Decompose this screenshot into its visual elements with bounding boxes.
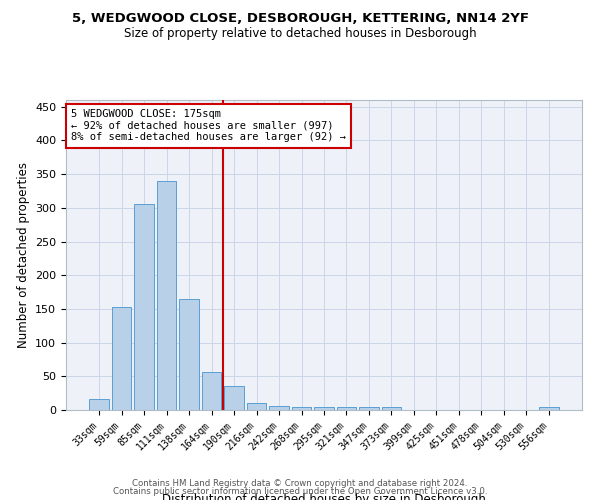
X-axis label: Distribution of detached houses by size in Desborough: Distribution of detached houses by size … bbox=[162, 494, 486, 500]
Bar bbox=[134, 204, 154, 410]
Bar bbox=[269, 406, 289, 410]
Bar bbox=[539, 408, 559, 410]
Bar bbox=[157, 181, 176, 410]
Bar bbox=[314, 408, 334, 410]
Bar bbox=[224, 386, 244, 410]
Text: 5 WEDGWOOD CLOSE: 175sqm
← 92% of detached houses are smaller (997)
8% of semi-d: 5 WEDGWOOD CLOSE: 175sqm ← 92% of detach… bbox=[71, 110, 346, 142]
Bar bbox=[202, 372, 221, 410]
Text: Size of property relative to detached houses in Desborough: Size of property relative to detached ho… bbox=[124, 28, 476, 40]
Text: 5, WEDGWOOD CLOSE, DESBOROUGH, KETTERING, NN14 2YF: 5, WEDGWOOD CLOSE, DESBOROUGH, KETTERING… bbox=[71, 12, 529, 26]
Text: Contains public sector information licensed under the Open Government Licence v3: Contains public sector information licen… bbox=[113, 487, 487, 496]
Bar bbox=[359, 408, 379, 410]
Bar bbox=[337, 406, 356, 410]
Bar bbox=[292, 408, 311, 410]
Bar bbox=[382, 408, 401, 410]
Y-axis label: Number of detached properties: Number of detached properties bbox=[17, 162, 29, 348]
Bar bbox=[179, 299, 199, 410]
Bar bbox=[89, 398, 109, 410]
Bar bbox=[112, 307, 131, 410]
Bar bbox=[247, 404, 266, 410]
Text: Contains HM Land Registry data © Crown copyright and database right 2024.: Contains HM Land Registry data © Crown c… bbox=[132, 478, 468, 488]
